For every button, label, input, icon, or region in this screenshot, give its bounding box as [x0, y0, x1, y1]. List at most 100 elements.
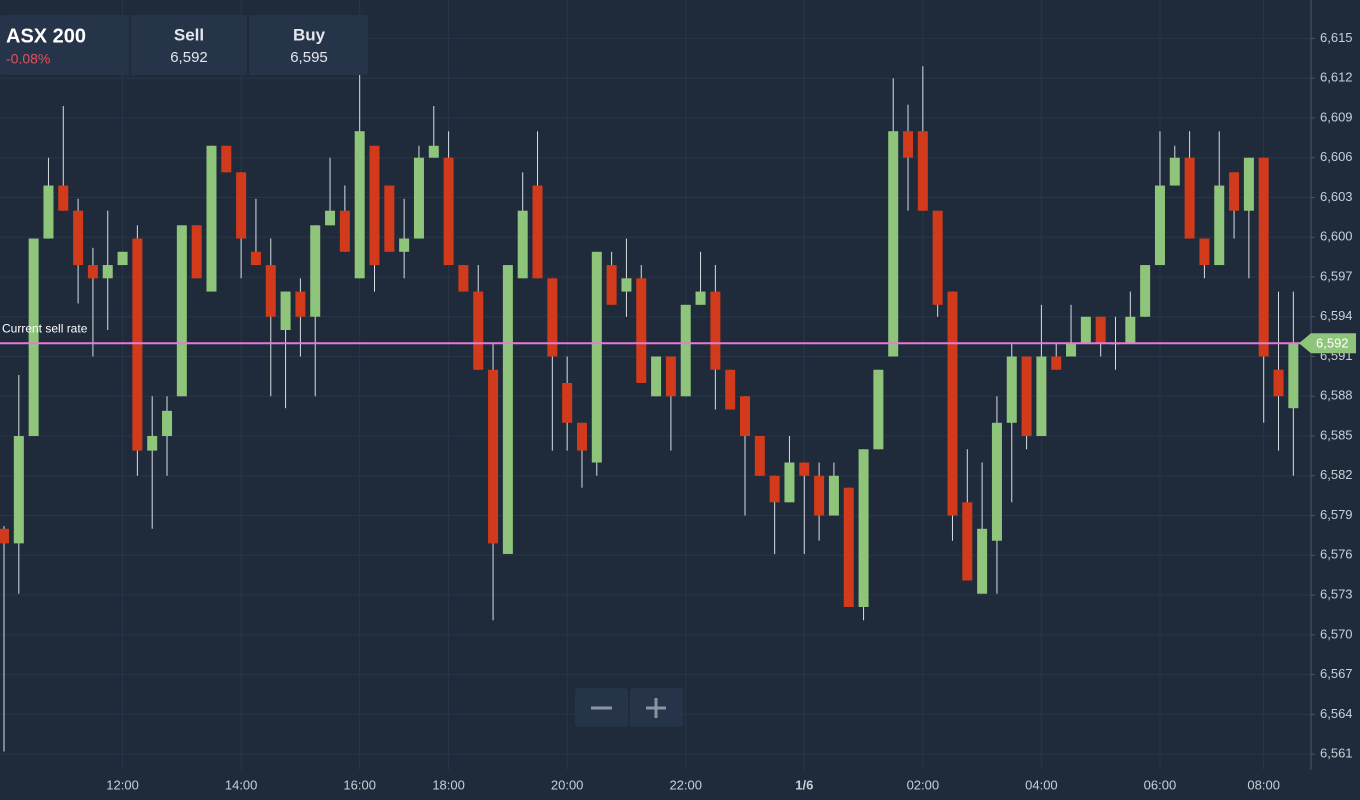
- x-tick-label: 06:00: [1144, 777, 1177, 792]
- current-rate-tag: [1299, 333, 1356, 354]
- candle-body: [695, 291, 706, 305]
- candle-body: [710, 291, 721, 370]
- candle-body: [339, 210, 350, 252]
- candle-body: [725, 369, 736, 410]
- candle-body: [621, 278, 632, 292]
- candle-body: [147, 436, 158, 451]
- candle-body: [458, 265, 469, 292]
- y-tick-label: 6,585: [1320, 427, 1353, 442]
- y-tick-label: 6,615: [1320, 30, 1353, 45]
- candle-body: [932, 210, 943, 305]
- candle-body: [162, 410, 173, 437]
- candle-body: [250, 251, 261, 266]
- y-tick-label: 6,576: [1320, 547, 1353, 562]
- candle-body: [1273, 369, 1284, 397]
- candle-body: [814, 475, 825, 516]
- panel-bg: [0, 15, 368, 75]
- candle-body: [369, 145, 380, 266]
- candle-body: [991, 422, 1002, 541]
- x-tick-label: 22:00: [669, 777, 702, 792]
- current-rate-label: Current sell rate: [2, 321, 88, 335]
- y-tick-label: 6,594: [1320, 308, 1353, 323]
- candle-body: [962, 502, 973, 581]
- current-rate-value: 6,592: [1316, 336, 1349, 351]
- candle-body: [1066, 343, 1077, 357]
- candle-body: [828, 475, 839, 516]
- candle-body: [873, 369, 884, 450]
- candle-body: [102, 265, 113, 279]
- candle-body: [428, 145, 439, 158]
- x-tick-label: 08:00: [1247, 777, 1280, 792]
- candle-body: [799, 462, 810, 476]
- candle-body: [651, 356, 662, 397]
- y-tick-label: 6,600: [1320, 229, 1353, 244]
- candle-body: [562, 383, 573, 423]
- y-tick-label: 6,582: [1320, 467, 1353, 482]
- candle-body: [221, 145, 232, 173]
- candle-body: [1184, 157, 1195, 239]
- y-tick-label: 6,597: [1320, 268, 1353, 283]
- candle-body: [1125, 316, 1136, 344]
- candle-body: [606, 265, 617, 305]
- buy-label[interactable]: Buy: [293, 25, 326, 44]
- y-tick-label: 6,606: [1320, 149, 1353, 164]
- candle-body: [665, 356, 676, 397]
- overlay: Current sell rate 6,592: [0, 321, 1356, 354]
- instrument-name: ASX 200: [6, 25, 86, 47]
- candle-body: [1229, 172, 1240, 211]
- candle-body: [576, 422, 587, 451]
- x-tick-label: 18:00: [432, 777, 465, 792]
- candle-body: [132, 238, 143, 451]
- candle-body: [917, 131, 928, 211]
- candle-body: [310, 225, 321, 317]
- y-tick-label: 6,612: [1320, 70, 1353, 85]
- candle-body: [1288, 343, 1299, 409]
- candle-body: [754, 436, 765, 476]
- x-tick-label: 14:00: [225, 777, 258, 792]
- candle-body: [0, 528, 9, 544]
- candle-body: [532, 185, 543, 279]
- candle-body: [384, 185, 395, 252]
- candle-body: [413, 157, 424, 239]
- x-tick-label: 04:00: [1025, 777, 1058, 792]
- candle-body: [325, 210, 336, 226]
- candle-body: [502, 265, 513, 554]
- candle-body: [473, 291, 484, 370]
- candle-body: [1080, 316, 1091, 344]
- candle-body: [1169, 157, 1180, 186]
- buy-price[interactable]: 6,595: [290, 49, 328, 66]
- y-tick-label: 6,567: [1320, 666, 1353, 681]
- y-tick-label: 6,609: [1320, 109, 1353, 124]
- y-tick-label: 6,588: [1320, 388, 1353, 403]
- sell-price[interactable]: 6,592: [170, 49, 208, 66]
- candle-body: [636, 278, 647, 384]
- candle-body: [947, 291, 958, 516]
- sell-label[interactable]: Sell: [174, 25, 204, 44]
- candle-body: [903, 131, 914, 158]
- candle-body: [1095, 316, 1106, 344]
- candle-body: [591, 251, 602, 463]
- candle-body: [547, 278, 558, 357]
- candle-body: [1199, 238, 1210, 266]
- candle-body: [280, 291, 291, 330]
- candle-body: [1036, 356, 1047, 437]
- candle-body: [740, 396, 750, 437]
- candle-body: [517, 210, 528, 279]
- y-tick-label: 6,564: [1320, 706, 1353, 721]
- candle-body: [58, 185, 69, 211]
- candle-body: [888, 131, 899, 357]
- candles: [0, 66, 1299, 752]
- y-tick-label: 6,573: [1320, 586, 1353, 601]
- candle-body: [1214, 185, 1225, 266]
- candle-body: [680, 304, 691, 397]
- candle-body: [1051, 356, 1062, 370]
- candle-body: [784, 462, 795, 503]
- x-tick-label: 12:00: [106, 777, 139, 792]
- candle-body: [443, 157, 454, 266]
- candle-body: [13, 436, 24, 544]
- candle-body: [43, 185, 54, 239]
- instrument-panel: ASX 200 -0.08% Sell 6,592 Buy 6,595: [0, 15, 368, 75]
- x-tick-label: 1/6: [795, 777, 813, 792]
